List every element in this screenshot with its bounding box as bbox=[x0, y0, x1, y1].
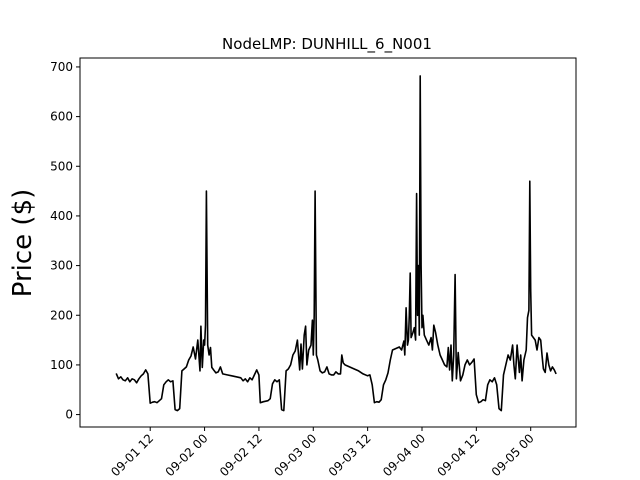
x-axis: 09-01 12 09-02 00 09-02 12 09-03 00 09-03 12… bbox=[108, 427, 537, 479]
chart-title: NodeLMP: DUNHILL_6_N001 bbox=[222, 35, 432, 54]
y-tick-label: 100 bbox=[50, 358, 73, 372]
x-tick-label: 09-02 00 bbox=[163, 431, 211, 479]
y-tick-label: 200 bbox=[50, 308, 73, 322]
price-series-line bbox=[115, 75, 557, 412]
y-tick-label: 700 bbox=[50, 60, 73, 74]
y-tick-label: 400 bbox=[50, 209, 73, 223]
x-tick-label: 09-01 12 bbox=[108, 431, 156, 479]
plot-area bbox=[115, 75, 557, 412]
x-tick-label: 09-03 00 bbox=[271, 431, 319, 479]
x-tick-label: 09-03 12 bbox=[326, 431, 374, 479]
axes-frame bbox=[79, 57, 577, 428]
x-tick-label: 09-04 12 bbox=[434, 431, 482, 479]
y-axis: 0 100 200 300 400 500 600 700 bbox=[50, 60, 80, 422]
y-tick-label: 600 bbox=[50, 110, 73, 124]
x-tick-label: 09-04 00 bbox=[380, 431, 428, 479]
y-axis-label: Price ($) bbox=[8, 189, 38, 298]
y-tick-label: 500 bbox=[50, 159, 73, 173]
x-tick-label: 09-05 00 bbox=[489, 431, 537, 479]
x-tick-label: 09-02 12 bbox=[217, 431, 265, 479]
y-tick-label: 0 bbox=[65, 408, 73, 422]
y-tick-label: 300 bbox=[50, 259, 73, 273]
